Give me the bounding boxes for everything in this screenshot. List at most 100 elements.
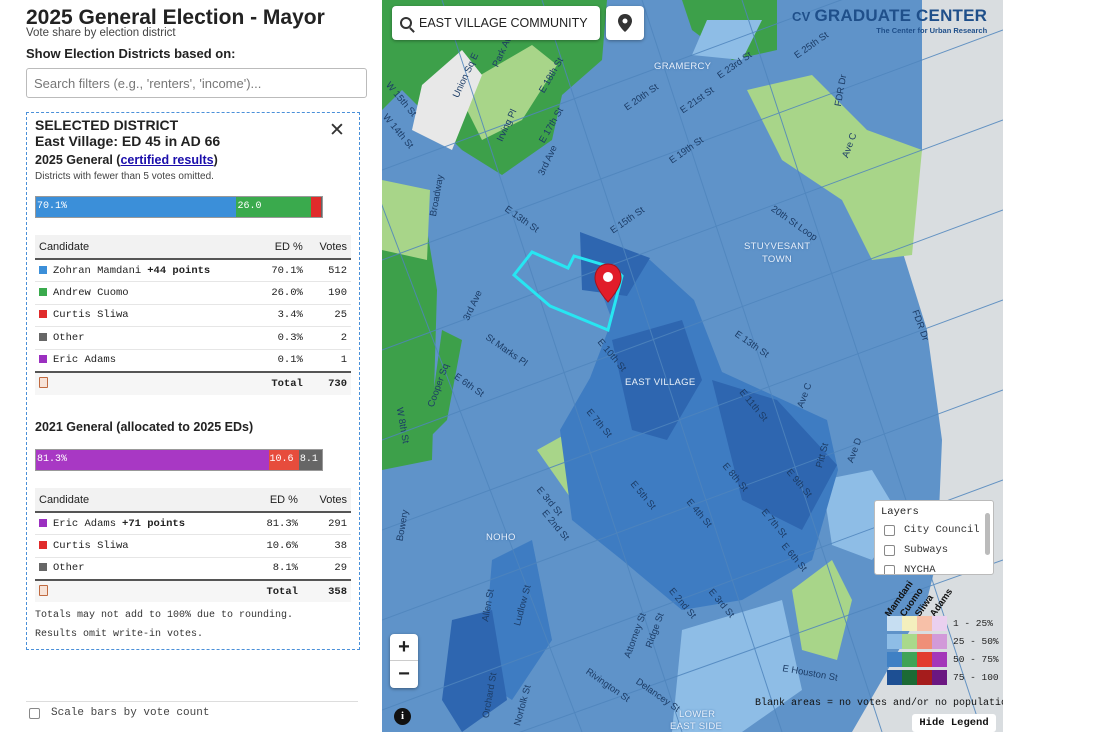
legend-swatch (917, 651, 932, 667)
table-row: Curtis Sliwa 3.4% 25 (35, 304, 351, 328)
col-candidate: Candidate (35, 488, 248, 513)
pct-cell: 81.3% (247, 512, 302, 536)
section-2025-title: 2025 General (certified results) (35, 153, 218, 167)
votes-cell: 512 (306, 259, 351, 283)
layer-city-council[interactable]: City Council (884, 524, 980, 536)
scale-bars-toggle[interactable]: Scale bars by vote count (29, 707, 209, 719)
pct-cell: 70.1% (257, 259, 307, 283)
legend-swatch (887, 633, 902, 649)
page-title: 2025 General Election - Mayor (26, 6, 325, 29)
candidate-color-swatch (39, 563, 47, 572)
footnote-writein: Results omit write-in votes. (35, 629, 204, 640)
zoom-control: + − (390, 634, 418, 688)
legend-grid: 1 - 25% 25 - 50% 50 - 75% 75 - 100 (887, 614, 999, 686)
label-east-side: EAST SIDE (670, 721, 723, 732)
candidate-name: Other (53, 562, 85, 575)
map-pin-icon[interactable] (594, 263, 622, 303)
total-label: Total (257, 370, 307, 395)
candidate-cell: Curtis Sliwa (35, 304, 258, 328)
total-label: Total (247, 578, 302, 603)
sidebar: 2025 General Election - Mayor Vote share… (0, 0, 382, 732)
scale-bars-checkbox[interactable] (29, 707, 40, 719)
candidate-name: Curtis Sliwa (53, 309, 129, 322)
map-search-box[interactable]: EAST VILLAGE COMMUNITY (392, 6, 600, 40)
legend-row: 25 - 50% (887, 632, 999, 650)
vote-share-bar-2021: 81.3% 10.6 8.1 (35, 449, 323, 471)
candidate-name: Other (53, 332, 85, 345)
vote-share-segment (320, 197, 322, 217)
results-table-2025: Candidate ED % Votes Zohran Mamdani +44 p… (35, 235, 351, 395)
vote-share-segment: 10.6 (268, 450, 299, 470)
table-row: Andrew Cuomo 26.0% 190 (35, 281, 351, 305)
label-lower: LOWER (679, 709, 716, 720)
certified-results-link[interactable]: certified results (120, 153, 214, 167)
filter-search-input[interactable] (26, 68, 367, 98)
zoom-out-button[interactable]: − (398, 663, 410, 685)
layer-subways[interactable]: Subways (884, 544, 948, 556)
col-candidate: Candidate (35, 235, 258, 260)
table-row: Eric Adams +71 points 81.3% 291 (35, 512, 351, 536)
layer-checkbox[interactable] (884, 524, 895, 536)
clipboard-icon[interactable] (39, 584, 48, 596)
section-2021-title: 2021 General (allocated to 2025 EDs) (35, 420, 254, 434)
district-shape (792, 560, 852, 660)
votes-cell: 1 (306, 349, 351, 373)
district-shape (442, 610, 507, 732)
selected-district-label: SELECTED DISTRICT (35, 117, 179, 133)
locate-button[interactable] (606, 6, 644, 40)
legend-swatch (887, 615, 902, 631)
col-pct: ED % (257, 235, 307, 260)
candidate-color-swatch (39, 265, 47, 274)
results-table-2021: Candidate ED % Votes Eric Adams +71 point… (35, 488, 351, 603)
district-shape (712, 380, 837, 530)
label-east-village: EAST VILLAGE (625, 377, 696, 388)
legend-swatch (917, 615, 932, 631)
candidate-cell: Andrew Cuomo (35, 281, 258, 305)
votes-cell: 29 (301, 557, 351, 581)
pct-cell: 0.1% (257, 349, 307, 373)
candidate-color-swatch (39, 287, 47, 296)
divider (26, 701, 358, 702)
district-shape (612, 320, 702, 440)
votes-cell: 25 (306, 304, 351, 328)
layers-scrollbar[interactable] (985, 513, 990, 555)
layer-checkbox[interactable] (884, 544, 895, 556)
page-subtitle: Vote share by election district (26, 27, 176, 39)
zoom-in-button[interactable]: + (390, 634, 418, 661)
vote-share-segment (310, 197, 321, 217)
label-stuyvesant: STUYVESANT (744, 241, 811, 252)
legend-swatch (932, 615, 947, 631)
info-icon[interactable]: i (394, 708, 411, 725)
selected-district-name: East Village: ED 45 in AD 66 (35, 133, 221, 149)
scale-bars-label: Scale bars by vote count (51, 707, 210, 719)
layer-checkbox[interactable] (884, 564, 895, 574)
layer-nycha[interactable]: NYCHA (884, 564, 936, 574)
district-shape (427, 330, 462, 440)
label-noho: NOHO (486, 532, 516, 543)
candidate-name: Eric Adams (53, 517, 117, 530)
district-shape (692, 20, 762, 60)
table-row: Zohran Mamdani +44 points 70.1% 512 (35, 259, 351, 283)
district-shape (672, 600, 802, 732)
close-icon[interactable]: ✕ (329, 120, 345, 141)
votes-cell: 38 (301, 534, 351, 558)
table-row: Other 0.3% 2 (35, 326, 351, 350)
label-gramercy: GRAMERCY (654, 61, 712, 72)
total-votes: 730 (306, 370, 351, 395)
legend-swatch (902, 615, 917, 631)
map[interactable]: GRAMERCY STUYVESANT TOWN EAST VILLAGE NO… (382, 0, 1003, 732)
total-row: Total 730 (35, 370, 351, 395)
candidate-name: Andrew Cuomo (53, 286, 129, 299)
hide-legend-button[interactable]: Hide Legend (912, 714, 996, 732)
candidate-cell: Other (35, 326, 258, 350)
map-search-value[interactable]: EAST VILLAGE COMMUNITY (419, 16, 588, 30)
table-header-row: Candidate ED % Votes (35, 488, 351, 513)
search-icon (400, 17, 412, 29)
layers-title: Layers (881, 506, 919, 518)
district-shape (382, 180, 430, 260)
clipboard-icon[interactable] (39, 376, 48, 388)
vote-share-segment: 26.0 (236, 197, 311, 217)
candidate-color-swatch (39, 355, 47, 364)
legend-range-label: 1 - 25% (953, 617, 993, 629)
